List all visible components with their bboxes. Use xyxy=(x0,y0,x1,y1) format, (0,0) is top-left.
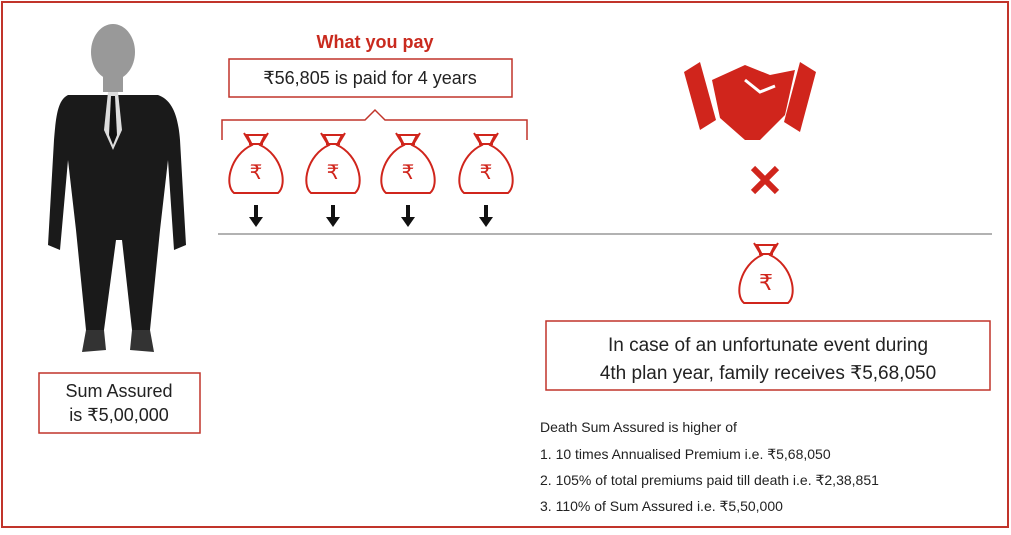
sum-assured-line: is ₹5,00,000 xyxy=(69,405,169,425)
bag-symbol: ₹ xyxy=(250,162,263,184)
death-sum-item: 3. 110% of Sum Assured i.e. ₹5,50,000 xyxy=(540,498,783,514)
payment-text: ₹56,805 is paid for 4 years xyxy=(263,68,477,88)
payment-bags xyxy=(229,133,512,227)
benefit-line: In case of an unfortunate event during xyxy=(608,335,928,356)
bag-symbol: ₹ xyxy=(327,162,340,184)
infographic: What you pay ₹56,805 is paid for 4 years… xyxy=(0,0,1011,530)
cross-icon xyxy=(753,168,777,192)
section-title: What you pay xyxy=(316,32,433,52)
bag-symbol: ₹ xyxy=(402,162,415,184)
death-sum-intro: Death Sum Assured is higher of xyxy=(540,419,737,435)
person-icon xyxy=(48,24,186,352)
handshake-icon xyxy=(684,62,816,140)
benefit-line: 4th plan year, family receives ₹5,68,050 xyxy=(600,363,936,384)
sum-assured-line: Sum Assured xyxy=(65,381,172,401)
death-sum-item: 2. 105% of total premiums paid till deat… xyxy=(540,472,879,488)
bag-symbol: ₹ xyxy=(759,270,773,295)
bag-symbol: ₹ xyxy=(480,162,493,184)
death-sum-item: 1. 10 times Annualised Premium i.e. ₹5,6… xyxy=(540,446,831,462)
